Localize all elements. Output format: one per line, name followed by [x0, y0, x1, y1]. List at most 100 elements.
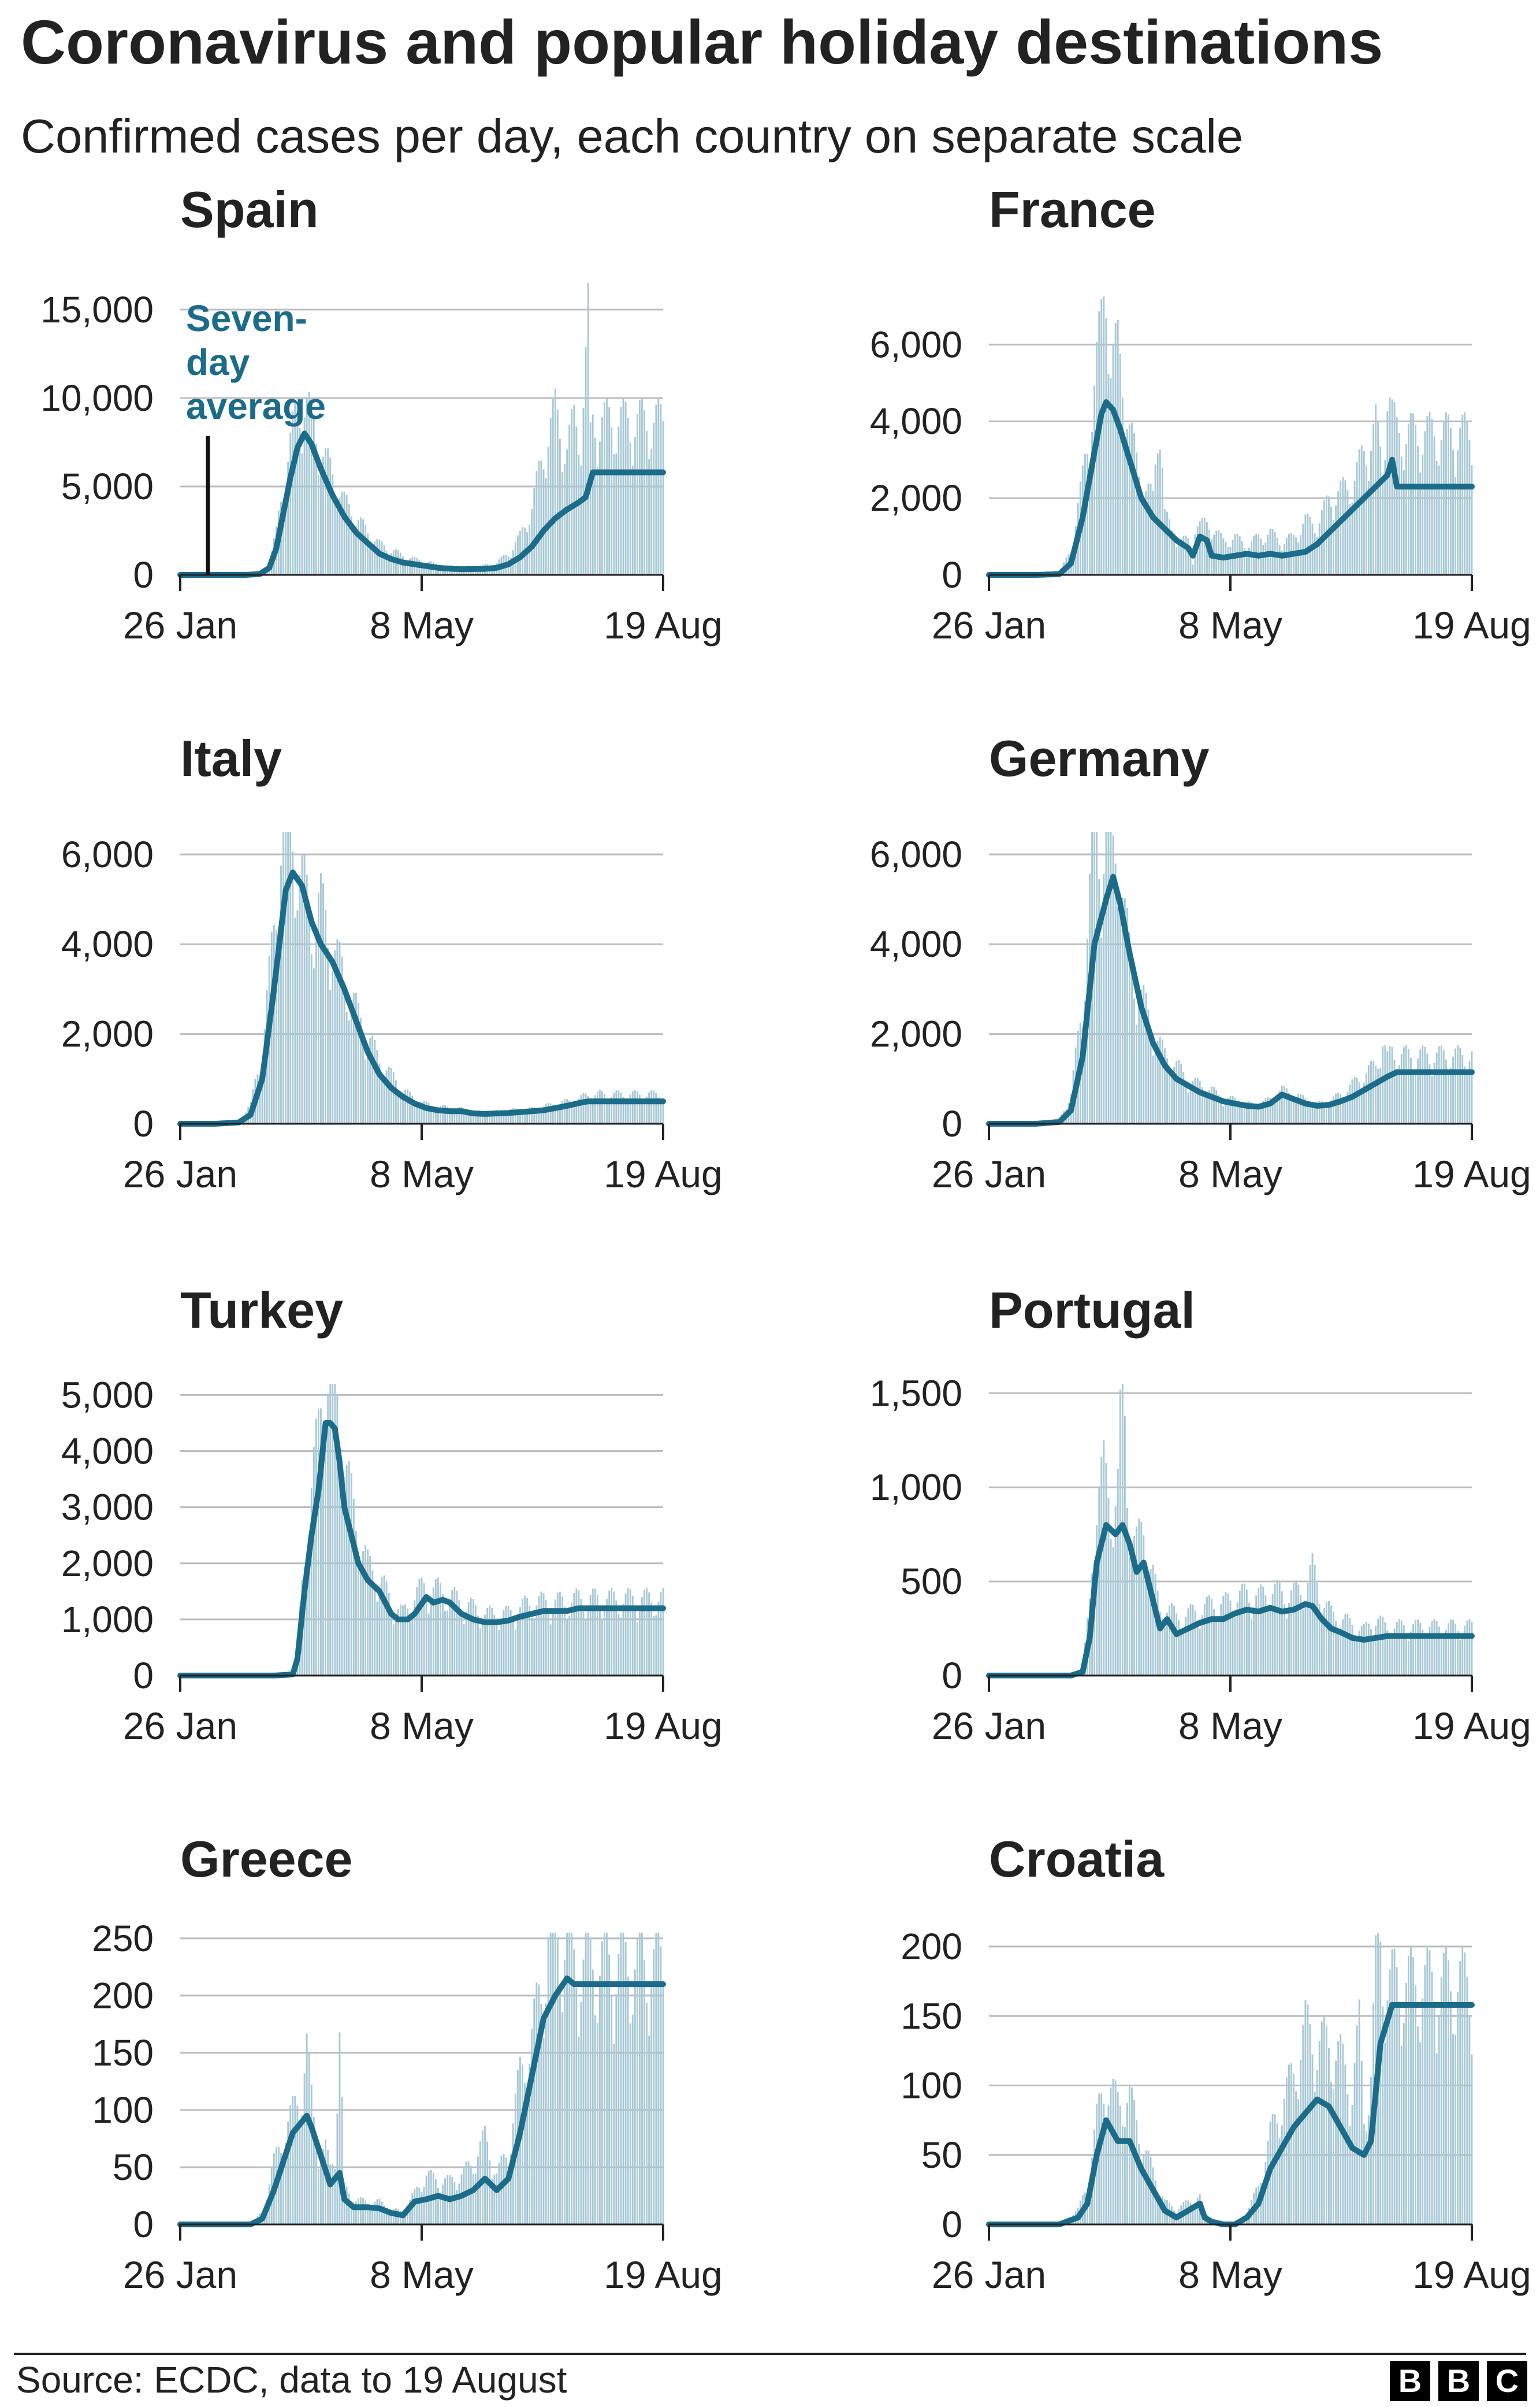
- bar: [503, 1113, 505, 1124]
- bar: [1408, 1640, 1409, 1676]
- bar: [1412, 413, 1414, 575]
- bar: [496, 1625, 498, 1676]
- bar: [1466, 1074, 1468, 1124]
- bar: [409, 1617, 411, 1676]
- bar: [371, 2205, 374, 2224]
- bar: [500, 1618, 503, 1676]
- bar: [392, 1624, 395, 1676]
- bar: [1290, 2063, 1292, 2224]
- bar: [1408, 1049, 1409, 1124]
- bar: [299, 428, 301, 575]
- bar: [627, 1588, 629, 1676]
- bar: [325, 2139, 327, 2224]
- bar: [332, 2164, 334, 2224]
- bar: [587, 283, 589, 575]
- bar: [509, 1108, 512, 1124]
- bar: [338, 497, 341, 575]
- bar: [564, 1960, 566, 2224]
- bar: [509, 2153, 512, 2224]
- bar: [522, 1599, 523, 1676]
- bar: [1398, 1065, 1400, 1124]
- bar: [1323, 1608, 1325, 1676]
- bar: [332, 474, 334, 575]
- bar: [378, 540, 381, 575]
- bar: [1293, 1583, 1295, 1676]
- bar: [1140, 989, 1143, 1124]
- bar: [1396, 1967, 1398, 2224]
- y-tick-label: 1,000: [870, 1466, 962, 1508]
- bar: [1171, 1076, 1173, 1124]
- panel-title: Spain: [180, 181, 319, 238]
- bar: [498, 1629, 500, 1676]
- bar: [1178, 1060, 1180, 1124]
- bar: [1419, 2042, 1422, 2224]
- x-tick-label: 26 Jan: [932, 1704, 1046, 1747]
- bar: [1422, 1045, 1424, 1124]
- bar: [571, 1104, 573, 1124]
- bar: [1126, 908, 1128, 1124]
- x-tick-label: 19 Aug: [1412, 604, 1531, 647]
- x-tick-label: 19 Aug: [604, 1704, 723, 1747]
- bar: [1150, 1569, 1152, 1676]
- bar: [369, 543, 371, 575]
- bar: [599, 1090, 601, 1124]
- bar: [1431, 419, 1433, 575]
- bar: [554, 1108, 556, 1124]
- bar: [1199, 1081, 1201, 1124]
- x-tick-label: 8 May: [370, 2253, 474, 2296]
- bar: [1422, 454, 1424, 575]
- bar: [1408, 424, 1409, 575]
- bar: [355, 993, 357, 1124]
- bar: [1333, 1611, 1334, 1676]
- bar: [1330, 1101, 1332, 1124]
- bar: [440, 1105, 441, 1124]
- bar: [606, 1599, 608, 1676]
- bar: [1353, 2063, 1356, 2224]
- bar: [1410, 1947, 1412, 2224]
- bar: [493, 1615, 496, 1676]
- bar: [643, 410, 645, 575]
- bar: [294, 402, 296, 575]
- bar: [437, 1577, 439, 1676]
- bar: [601, 1619, 603, 1676]
- bar: [1283, 1604, 1285, 1676]
- bar: [538, 461, 540, 575]
- bar: [1152, 2167, 1154, 2224]
- panel-title: Croatia: [989, 1830, 1165, 1888]
- bar: [376, 539, 378, 575]
- bar: [273, 924, 275, 1124]
- bar: [1325, 1602, 1327, 1676]
- bar: [509, 558, 512, 575]
- average-line: [986, 399, 1475, 578]
- bar: [1426, 1635, 1429, 1676]
- bar: [1169, 1605, 1170, 1676]
- bar: [1433, 436, 1435, 575]
- bar: [1159, 450, 1161, 575]
- bar: [1415, 425, 1417, 575]
- bar: [568, 425, 571, 575]
- bar: [1143, 985, 1145, 1124]
- bar: [449, 1109, 451, 1124]
- bar: [329, 1384, 332, 1676]
- bar: [388, 2211, 390, 2224]
- bar: [1459, 428, 1461, 575]
- bar: [1457, 1631, 1459, 1676]
- bar: [1464, 1066, 1466, 1124]
- bar: [1100, 937, 1103, 1124]
- bar: [1091, 432, 1093, 575]
- bar: [620, 1092, 622, 1124]
- bar: [1307, 1583, 1309, 1676]
- bar: [472, 1112, 474, 1124]
- bar: [582, 1093, 585, 1124]
- bar: [1278, 1091, 1281, 1124]
- bar: [1346, 1091, 1349, 1124]
- bar: [1288, 2064, 1290, 2224]
- bar: [1192, 1604, 1194, 1676]
- bar: [604, 402, 605, 575]
- bar: [350, 1002, 352, 1124]
- bar: [329, 458, 332, 575]
- bar: [516, 1110, 519, 1124]
- bar: [427, 1613, 430, 1676]
- bar: [1093, 385, 1096, 575]
- bar: [535, 471, 538, 575]
